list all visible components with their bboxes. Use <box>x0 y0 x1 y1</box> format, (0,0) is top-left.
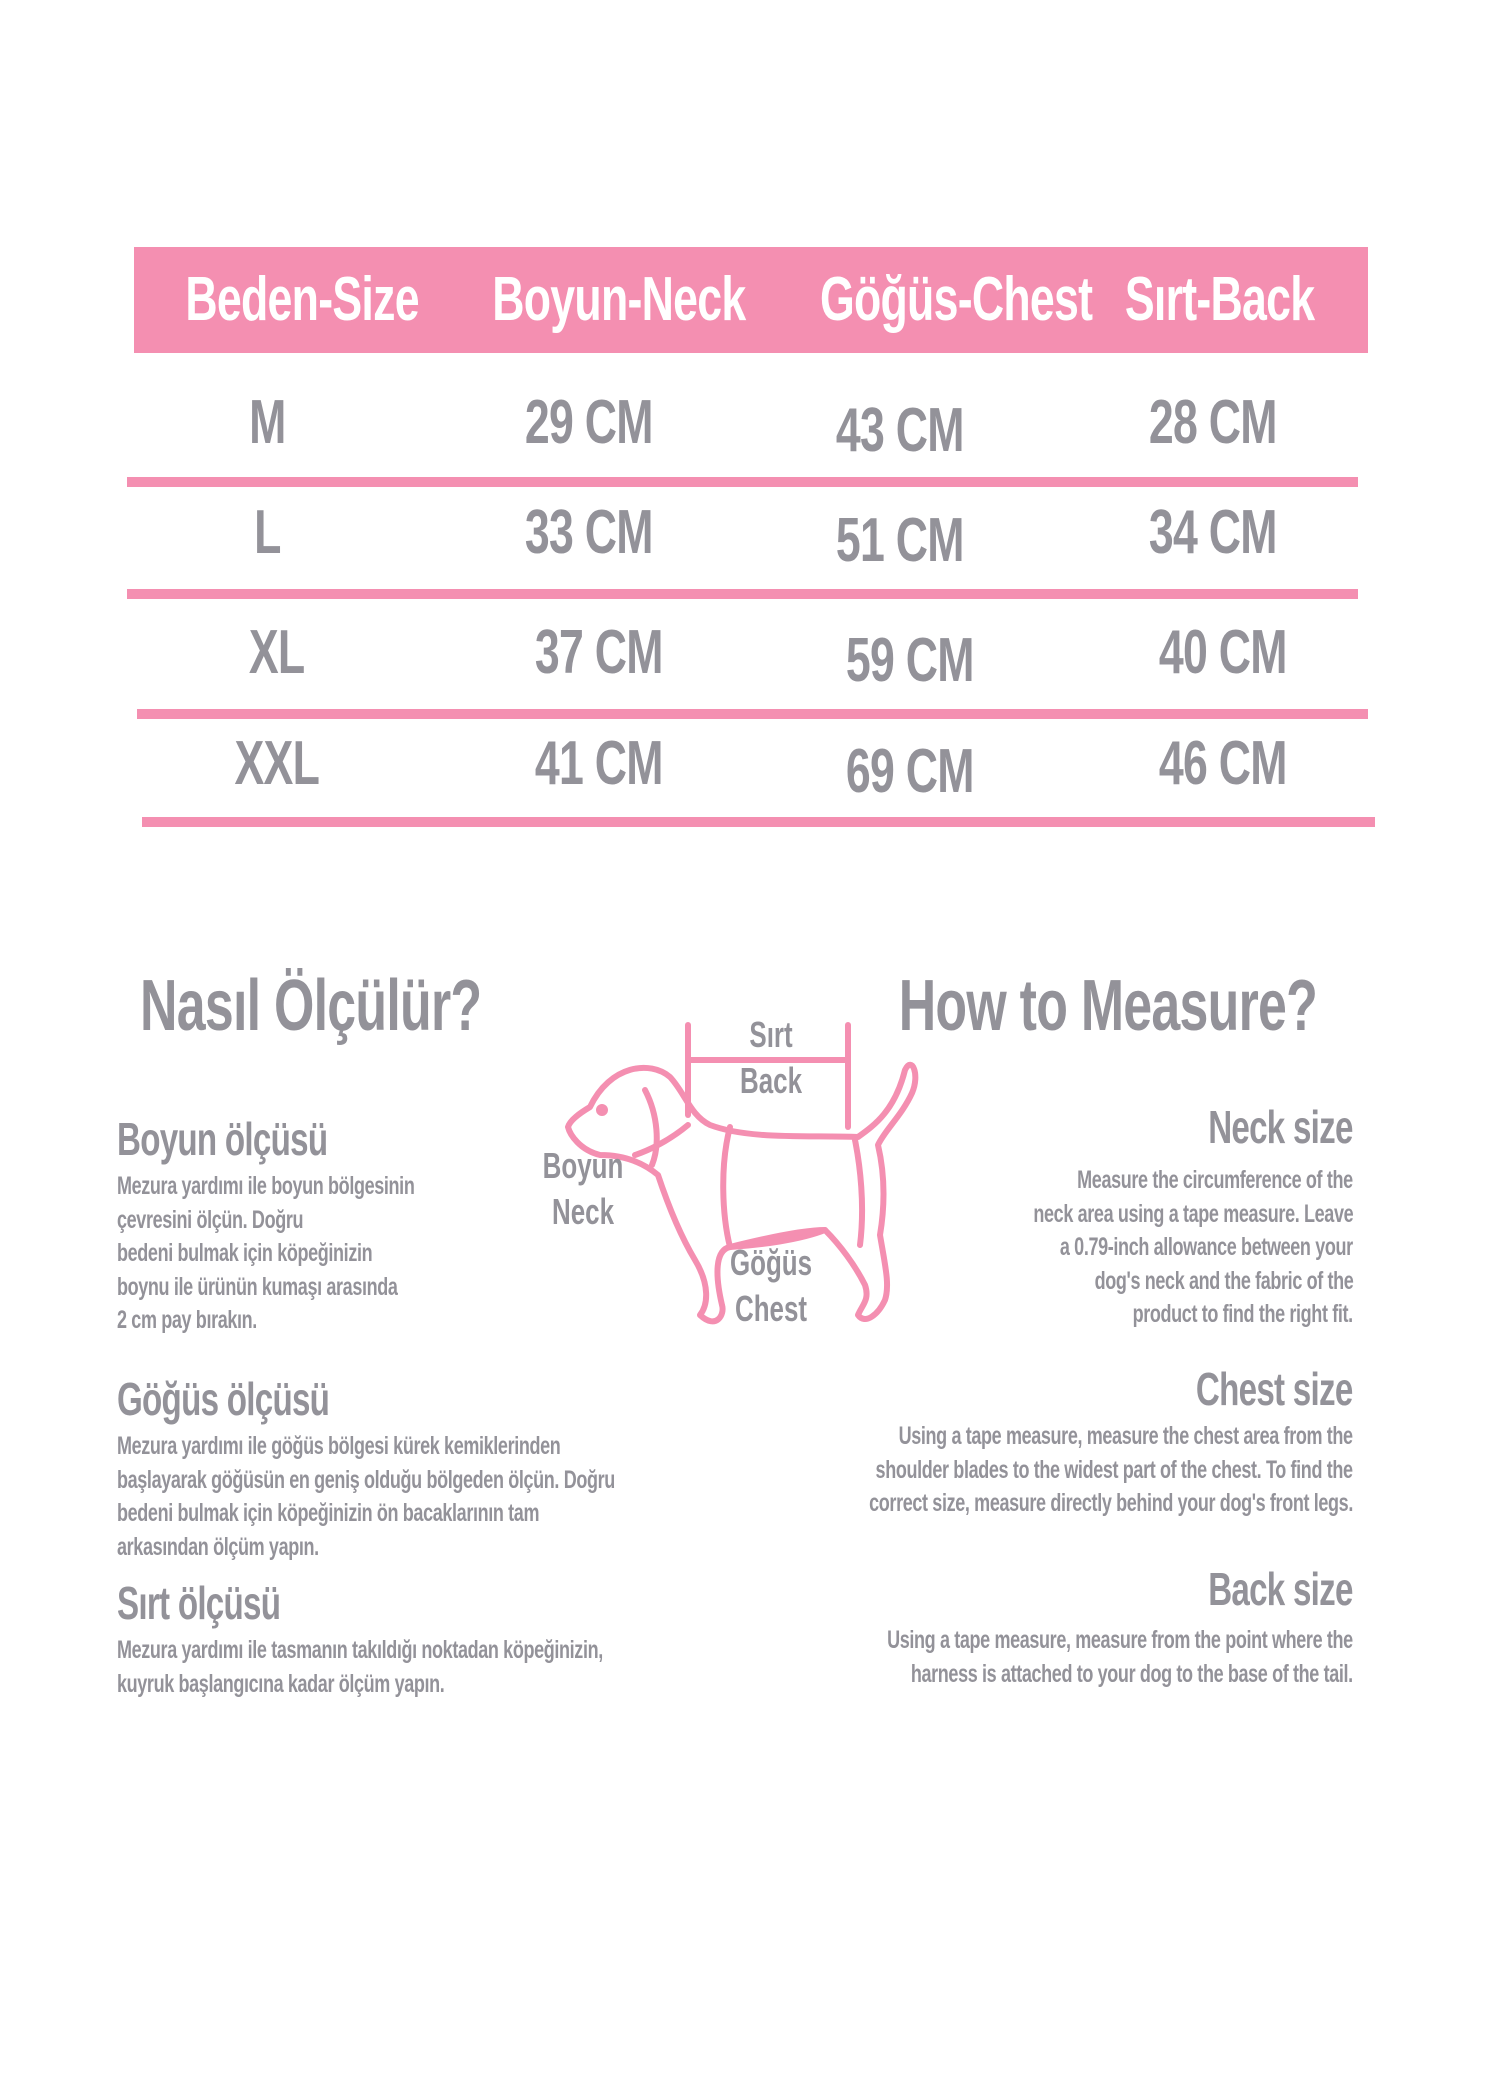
dog-outline-icon <box>565 1022 919 1325</box>
paragraph-line: Mezura yardımı ile boyun bölgesinin <box>117 1172 415 1200</box>
header-chest: Göğüs-Chest <box>819 265 1093 334</box>
cell-back: 46 CM <box>1159 729 1288 798</box>
chest-measure-line <box>720 1124 733 1250</box>
cell-chest: 51 CM <box>836 506 965 575</box>
en-neck-section: Neck size Measure the circumference of t… <box>909 1100 1354 1332</box>
paragraph-line: başlayarak göğüsün en geniş olduğu bölge… <box>117 1465 615 1494</box>
paragraph-line: a 0.79-inch allowance between your <box>1060 1233 1353 1261</box>
tr-back-heading: Sırt ölçüsü <box>117 1577 281 1629</box>
title-tr: Nasıl Ölçülür? <box>140 966 482 1046</box>
tr-chest-section: Göğüs ölçüsü Mezura yardımı ile göğüs bö… <box>117 1372 809 1564</box>
cell-neck: 37 CM <box>535 618 664 687</box>
paragraph-line: dog's neck and the fabric of the <box>1094 1266 1353 1295</box>
paragraph-line: Measure the circumference of the <box>1077 1166 1353 1194</box>
paragraph-line: boynu ile ürünün kumaşı arasında <box>117 1272 398 1301</box>
paragraph-line: kuyruk başlangıcına kadar ölçüm yapın. <box>117 1669 445 1698</box>
paragraph-line: Using a tape measure, measure from the p… <box>887 1626 1353 1654</box>
paragraph-line: shoulder blades to the widest part of th… <box>875 1455 1353 1484</box>
paragraph-line: bedeni bulmak için köpeğinizin <box>117 1239 373 1267</box>
paragraph-line: neck area using a tape measure. Leave <box>1033 1199 1353 1228</box>
paragraph-line: bedeni bulmak için köpeğinizin ön bacakl… <box>117 1499 540 1527</box>
cell-neck: 41 CM <box>535 729 664 798</box>
dog-body <box>565 1061 919 1325</box>
en-chest-section: Chest size Using a tape measure, measure… <box>681 1362 1354 1521</box>
cell-neck: 29 CM <box>525 388 654 457</box>
en-chest-heading: Chest size <box>1196 1363 1353 1415</box>
cell-neck: 33 CM <box>525 498 654 567</box>
row-divider <box>142 817 1375 827</box>
paragraph-line: Mezura yardımı ile tasmanın takıldığı no… <box>117 1636 603 1664</box>
en-neck-heading: Neck size <box>1208 1101 1353 1153</box>
paragraph-line: arkasından ölçüm yapın. <box>117 1532 319 1561</box>
size-table-header: Beden-Size Boyun-Neck Göğüs-Chest Sırt-B… <box>134 247 1368 353</box>
cell-size: L <box>253 498 281 567</box>
cell-back: 40 CM <box>1159 618 1288 687</box>
row-divider <box>127 477 1358 487</box>
diagram-back-label: Sırt Back <box>740 1014 802 1101</box>
en-back-heading: Back size <box>1208 1563 1353 1615</box>
paragraph-line: product to find the right fit. <box>1132 1300 1354 1328</box>
title-en: How to Measure? <box>898 966 1318 1046</box>
hind-leg <box>852 1137 866 1248</box>
header-back: Sırt-Back <box>1125 265 1315 334</box>
paragraph-line: correct size, measure directly behind yo… <box>869 1489 1353 1517</box>
paragraph-line: Using a tape measure, measure the chest … <box>898 1422 1353 1450</box>
paragraph-line: harness is attached to your dog to the b… <box>911 1659 1353 1688</box>
dog-ear <box>642 1087 660 1168</box>
tr-back-section: Sırt ölçüsü Mezura yardımı ile tasmanın … <box>117 1576 792 1701</box>
paragraph-line: Mezura yardımı ile göğüs bölgesi kürek k… <box>117 1432 561 1460</box>
paragraph-line: çevresini ölçün. Doğru <box>117 1205 304 1234</box>
cell-back: 34 CM <box>1149 498 1278 567</box>
cell-chest: 59 CM <box>846 626 975 695</box>
header-size: Beden-Size <box>185 265 419 334</box>
belly-line <box>727 1227 828 1250</box>
cell-size: XL <box>249 618 305 687</box>
en-back-section: Back size Using a tape measure, measure … <box>706 1562 1353 1691</box>
cell-back: 28 CM <box>1149 388 1278 457</box>
cell-chest: 69 CM <box>846 737 975 806</box>
diagram-chest-label: Göğüs Chest <box>729 1242 813 1329</box>
row-divider <box>127 589 1358 599</box>
paragraph-line: 2 cm pay bırakın. <box>117 1306 257 1334</box>
header-neck: Boyun-Neck <box>492 265 746 334</box>
cell-size: M <box>248 388 286 457</box>
tr-neck-heading: Boyun ölçüsü <box>117 1113 328 1165</box>
diagram-neck-label: Boyun Neck <box>542 1145 624 1232</box>
cell-size: XXL <box>234 729 320 798</box>
row-divider <box>137 709 1368 719</box>
dog-collar <box>632 1122 691 1158</box>
cell-chest: 43 CM <box>836 396 965 465</box>
tr-chest-heading: Göğüs ölçüsü <box>117 1373 330 1425</box>
tr-neck-section: Boyun ölçüsü Mezura yardımı ile boyun bö… <box>117 1112 530 1338</box>
